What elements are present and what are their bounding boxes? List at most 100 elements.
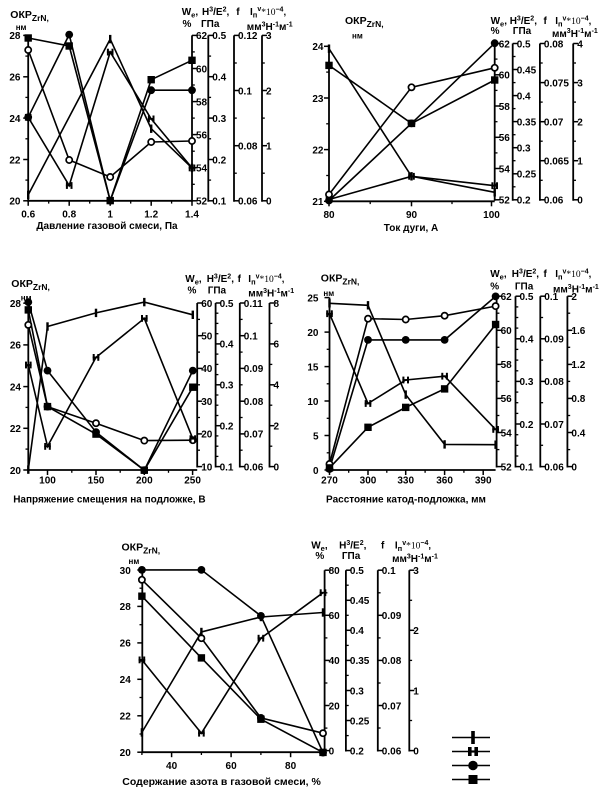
svg-text:нм: нм: [129, 557, 140, 566]
svg-text:0.4: 0.4: [350, 626, 364, 637]
svg-text:Iпv*10−4,: Iпv*10−4,: [250, 6, 286, 19]
svg-text:0: 0: [329, 746, 335, 757]
svg-text:0.3: 0.3: [520, 377, 534, 388]
svg-text:нм: нм: [21, 294, 32, 303]
svg-text:54: 54: [499, 164, 511, 175]
svg-text:мм3Н-1м-1: мм3Н-1м-1: [553, 284, 599, 296]
svg-text:ГПа: ГПа: [208, 286, 227, 297]
svg-text:0.6: 0.6: [21, 209, 35, 220]
svg-text:0.3: 0.3: [212, 114, 226, 125]
svg-text:15: 15: [307, 362, 319, 373]
svg-text:60: 60: [499, 71, 511, 82]
svg-text:22: 22: [9, 155, 21, 166]
svg-text:мм3Н-1м-1: мм3Н-1м-1: [248, 288, 294, 300]
svg-text:62: 62: [501, 292, 513, 303]
svg-text:2: 2: [577, 118, 583, 129]
svg-text:0: 0: [313, 466, 319, 477]
svg-text:60: 60: [226, 761, 238, 772]
svg-text:0.5: 0.5: [520, 292, 534, 303]
svg-text:%: %: [183, 19, 192, 30]
svg-text:0.09: 0.09: [382, 611, 402, 622]
svg-text:1.6: 1.6: [571, 326, 585, 337]
svg-text:58: 58: [499, 102, 511, 113]
svg-text:26: 26: [9, 73, 21, 84]
svg-text:3: 3: [577, 78, 583, 89]
svg-text:80: 80: [329, 566, 341, 577]
svg-text:24: 24: [120, 675, 132, 686]
svg-text:20: 20: [120, 748, 132, 759]
svg-text:0: 0: [274, 462, 280, 473]
svg-text:0.45: 0.45: [517, 65, 537, 76]
svg-text:ГПа: ГПа: [513, 26, 532, 37]
svg-text:360: 360: [436, 476, 453, 487]
svg-text:52: 52: [196, 197, 208, 208]
svg-text:100: 100: [39, 476, 56, 487]
svg-text:Давление газовой смеси, Па: Давление газовой смеси, Па: [36, 221, 178, 232]
svg-text:ГПа: ГПа: [342, 551, 361, 562]
svg-text:0.065: 0.065: [544, 157, 569, 168]
svg-text:22: 22: [120, 712, 132, 723]
svg-text:0.1: 0.1: [212, 197, 226, 208]
svg-text:0.07: 0.07: [544, 118, 564, 129]
svg-text:0.3: 0.3: [220, 381, 234, 392]
svg-text:56: 56: [196, 130, 208, 141]
svg-text:We,: We,: [311, 541, 328, 554]
svg-text:Iпv*10−4,: Iпv*10−4,: [555, 268, 591, 281]
svg-text:2: 2: [266, 86, 272, 97]
svg-text:0.45: 0.45: [350, 596, 370, 607]
svg-text:0.06: 0.06: [382, 746, 402, 757]
svg-text:Расстояние катод-подложка, мм: Расстояние катод-подложка, мм: [326, 495, 486, 506]
svg-text:24: 24: [10, 382, 22, 393]
svg-text:80: 80: [285, 761, 297, 772]
svg-text:62: 62: [499, 39, 511, 50]
svg-text:Iпv*10−4,: Iпv*10−4,: [248, 273, 284, 286]
svg-text:20: 20: [307, 328, 319, 339]
svg-text:1: 1: [413, 686, 419, 697]
svg-text:62: 62: [196, 31, 208, 42]
svg-text:0.4: 0.4: [517, 91, 531, 102]
svg-text:8: 8: [274, 299, 280, 310]
svg-text:0: 0: [266, 197, 272, 208]
svg-text:30: 30: [120, 566, 132, 577]
svg-text:0.4: 0.4: [220, 340, 234, 351]
svg-text:6: 6: [274, 340, 280, 351]
svg-text:нм: нм: [352, 32, 363, 41]
svg-text:4: 4: [274, 381, 280, 392]
svg-text:0.25: 0.25: [517, 170, 537, 181]
svg-text:23: 23: [312, 94, 324, 105]
svg-text:0: 0: [571, 462, 577, 473]
svg-text:0.12: 0.12: [238, 31, 258, 42]
svg-text:мм3Н-1м-1: мм3Н-1м-1: [552, 28, 598, 40]
svg-text:300: 300: [360, 476, 377, 487]
svg-text:0.2: 0.2: [220, 422, 234, 433]
svg-text:22: 22: [312, 145, 324, 156]
svg-text:0.8: 0.8: [571, 394, 585, 405]
svg-text:ОКРZrN,: ОКРZrN,: [11, 278, 50, 292]
svg-text:0.1: 0.1: [382, 566, 396, 577]
svg-text:3: 3: [266, 31, 272, 42]
svg-text:60: 60: [201, 299, 213, 310]
svg-text:0.08: 0.08: [382, 656, 402, 667]
svg-text:0.07: 0.07: [244, 430, 264, 441]
svg-text:We,: We,: [490, 269, 507, 282]
svg-text:80: 80: [323, 210, 335, 221]
svg-text:0.1: 0.1: [244, 332, 258, 343]
svg-text:Iпv*10−4,: Iпv*10−4,: [395, 540, 431, 553]
svg-text:0.07: 0.07: [544, 420, 564, 431]
svg-text:20: 20: [10, 466, 22, 477]
svg-text:1: 1: [266, 142, 272, 153]
svg-text:Напряжение смещения на подложк: Напряжение смещения на подложке, В: [13, 495, 205, 506]
svg-text:H3/E2,: H3/E2,: [512, 268, 540, 280]
svg-text:60: 60: [196, 64, 208, 75]
svg-text:%: %: [490, 282, 499, 293]
svg-text:24: 24: [9, 114, 21, 125]
svg-text:25: 25: [307, 293, 319, 304]
svg-text:150: 150: [88, 476, 105, 487]
svg-text:40: 40: [166, 761, 178, 772]
svg-text:0.2: 0.2: [517, 196, 531, 207]
svg-text:0.08: 0.08: [544, 39, 564, 50]
svg-text:58: 58: [501, 360, 513, 371]
svg-text:26: 26: [10, 341, 22, 352]
svg-text:60: 60: [329, 611, 341, 622]
svg-text:нм: нм: [16, 23, 27, 32]
